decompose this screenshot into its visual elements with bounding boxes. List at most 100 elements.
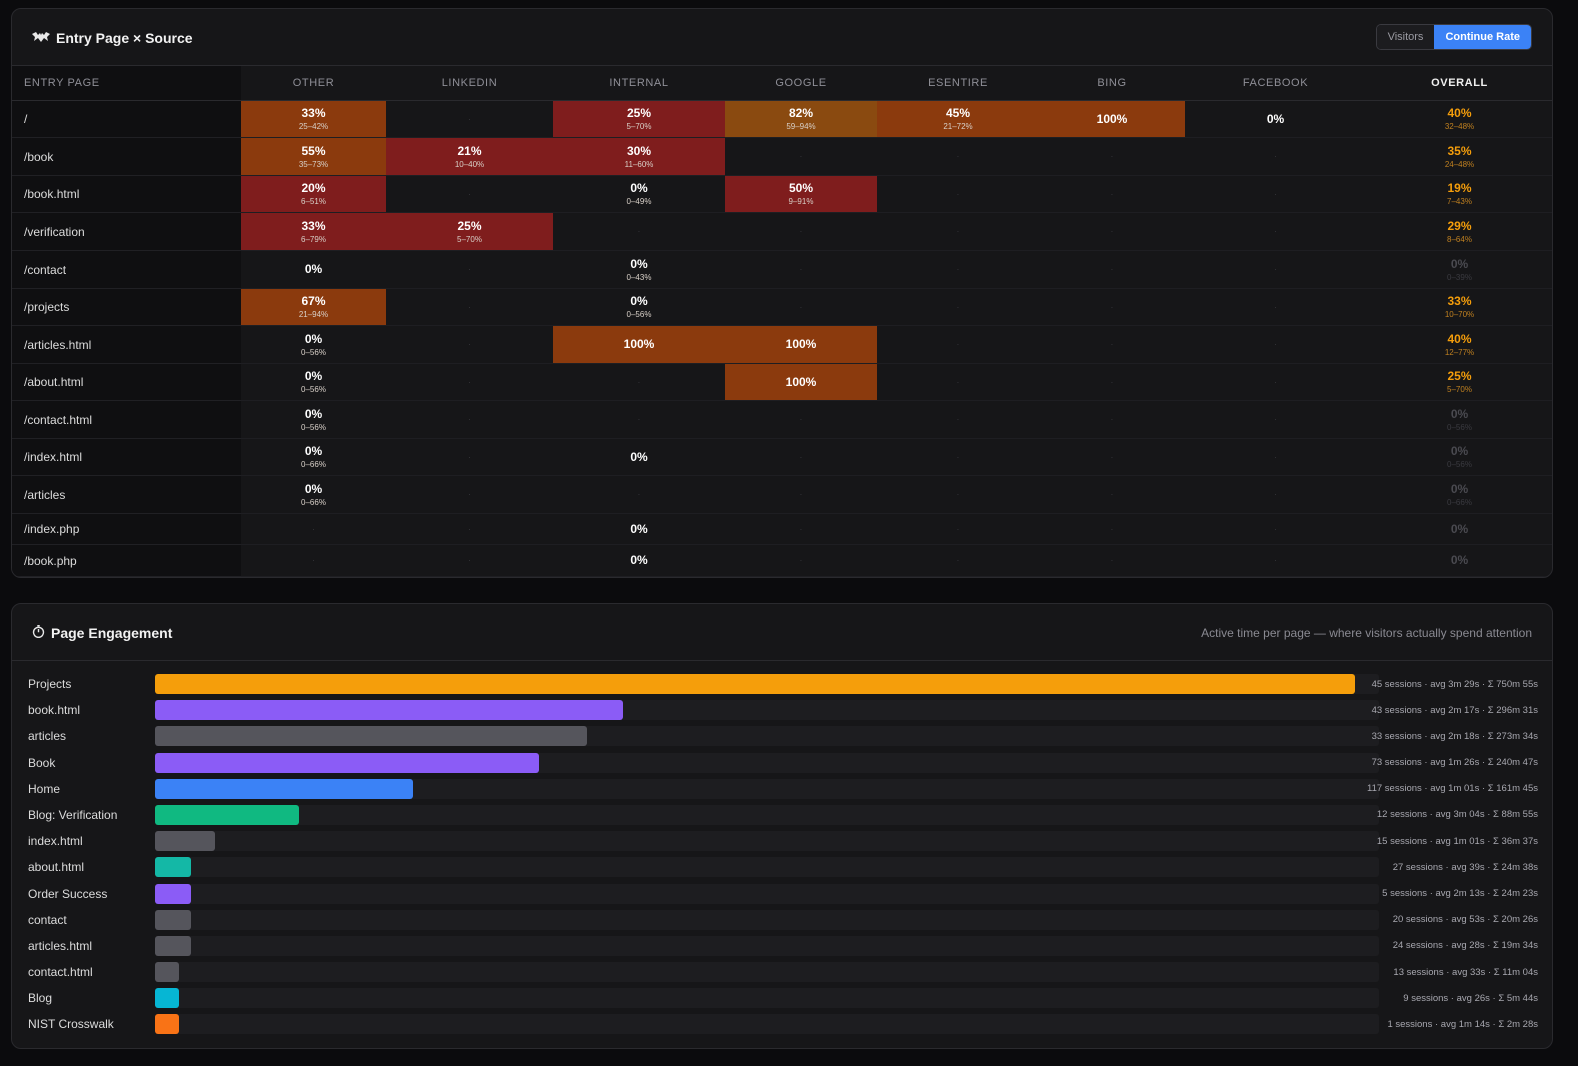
- heatmap-cell-other[interactable]: ·: [241, 545, 386, 577]
- heatmap-cell-other[interactable]: 33% 25–42%: [241, 101, 386, 138]
- heatmap-cell-linkedin[interactable]: ·: [386, 251, 553, 289]
- heatmap-cell-bing[interactable]: ·: [1039, 545, 1185, 577]
- heatmap-cell-overall[interactable]: 0%: [1366, 545, 1552, 577]
- heatmap-cell-google[interactable]: ·: [725, 289, 877, 326]
- heatmap-cell-other[interactable]: 55% 35–73%: [241, 138, 386, 176]
- engagement-row[interactable]: contact 20 sessions · avg 53s · Σ 20m 26s: [12, 907, 1552, 933]
- heatmap-cell-other[interactable]: 33% 6–79%: [241, 213, 386, 251]
- engagement-row[interactable]: index.html 15 sessions · avg 1m 01s · Σ 3…: [12, 828, 1552, 854]
- heatmap-cell-google[interactable]: 50% 9–91%: [725, 176, 877, 213]
- engagement-bar[interactable]: [155, 804, 299, 825]
- heatmap-cell-other[interactable]: 0% 0–56%: [241, 364, 386, 401]
- heatmap-cell-facebook[interactable]: ·: [1185, 251, 1366, 289]
- heatmap-cell-esentire[interactable]: ·: [877, 364, 1039, 401]
- engagement-row[interactable]: NIST Crosswalk 1 sessions · avg 1m 14s · …: [12, 1011, 1552, 1037]
- heatmap-cell-bing[interactable]: 100%: [1039, 101, 1185, 138]
- column-header-internal[interactable]: INTERNAL: [609, 77, 669, 89]
- heatmap-cell-facebook[interactable]: ·: [1185, 364, 1366, 401]
- heatmap-cell-linkedin[interactable]: ·: [386, 364, 553, 401]
- heatmap-cell-bing[interactable]: ·: [1039, 439, 1185, 476]
- heatmap-cell-bing[interactable]: ·: [1039, 213, 1185, 251]
- view-toggle[interactable]: Visitors Continue Rate: [1375, 24, 1532, 50]
- heatmap-cell-linkedin[interactable]: ·: [386, 101, 553, 138]
- heatmap-cell-facebook[interactable]: ·: [1185, 401, 1366, 439]
- heatmap-cell-google[interactable]: ·: [725, 213, 877, 251]
- heatmap-cell-other[interactable]: ·: [241, 514, 386, 545]
- heatmap-cell-overall[interactable]: 25% 5–70%: [1366, 364, 1552, 401]
- heatmap-cell-esentire[interactable]: ·: [877, 545, 1039, 577]
- engagement-row[interactable]: book.html 43 sessions · avg 2m 17s · Σ 29…: [12, 697, 1552, 723]
- heatmap-cell-google[interactable]: ·: [725, 545, 877, 577]
- toggle-visitors[interactable]: Visitors: [1376, 25, 1435, 49]
- heatmap-cell-facebook[interactable]: ·: [1185, 476, 1366, 514]
- heatmap-cell-esentire[interactable]: 45% 21–72%: [877, 101, 1039, 138]
- heatmap-cell-internal[interactable]: 0%: [553, 514, 725, 545]
- engagement-row[interactable]: Home 117 sessions · avg 1m 01s · Σ 161m 4…: [12, 776, 1552, 802]
- column-header-esentire[interactable]: ESENTIRE: [928, 77, 988, 89]
- engagement-row[interactable]: contact.html 13 sessions · avg 33s · Σ 11…: [12, 959, 1552, 985]
- heatmap-cell-internal[interactable]: 0% 0–49%: [553, 176, 725, 213]
- heatmap-cell-linkedin[interactable]: 21% 10–40%: [386, 138, 553, 176]
- heatmap-cell-google[interactable]: ·: [725, 251, 877, 289]
- heatmap-cell-linkedin[interactable]: 25% 5–70%: [386, 213, 553, 251]
- heatmap-cell-overall[interactable]: 35% 24–48%: [1366, 138, 1552, 176]
- heatmap-cell-facebook[interactable]: ·: [1185, 439, 1366, 476]
- engagement-bar[interactable]: [155, 857, 191, 878]
- heatmap-cell-google[interactable]: 100%: [725, 364, 877, 401]
- heatmap-cell-overall[interactable]: 40% 32–48%: [1366, 101, 1552, 138]
- heatmap-cell-linkedin[interactable]: ·: [386, 439, 553, 476]
- engagement-row[interactable]: articles.html 24 sessions · avg 28s · Σ 1…: [12, 933, 1552, 959]
- heatmap-cell-esentire[interactable]: ·: [877, 476, 1039, 514]
- engagement-row[interactable]: Order Success 5 sessions · avg 2m 13s · Σ…: [12, 881, 1552, 907]
- heatmap-cell-overall[interactable]: 0%: [1366, 514, 1552, 545]
- heatmap-cell-google[interactable]: ·: [725, 476, 877, 514]
- engagement-bar[interactable]: [155, 726, 587, 747]
- engagement-bar[interactable]: [155, 831, 215, 852]
- heatmap-cell-google[interactable]: ·: [725, 401, 877, 439]
- heatmap-cell-bing[interactable]: ·: [1039, 138, 1185, 176]
- heatmap-cell-esentire[interactable]: ·: [877, 176, 1039, 213]
- heatmap-cell-bing[interactable]: ·: [1039, 289, 1185, 326]
- heatmap-cell-internal[interactable]: 25% 5–70%: [553, 101, 725, 138]
- engagement-bar[interactable]: [155, 988, 179, 1009]
- heatmap-cell-internal[interactable]: 0% 0–43%: [553, 251, 725, 289]
- heatmap-cell-overall[interactable]: 0% 0–56%: [1366, 439, 1552, 476]
- heatmap-cell-linkedin[interactable]: ·: [386, 514, 553, 545]
- heatmap-cell-other[interactable]: 0% 0–56%: [241, 401, 386, 439]
- heatmap-cell-overall[interactable]: 19% 7–43%: [1366, 176, 1552, 213]
- engagement-row[interactable]: Blog 9 sessions · avg 26s · Σ 5m 44s: [12, 985, 1552, 1011]
- heatmap-cell-facebook[interactable]: ·: [1185, 176, 1366, 213]
- heatmap-cell-internal[interactable]: 0%: [553, 545, 725, 577]
- engagement-row[interactable]: Book 73 sessions · avg 1m 26s · Σ 240m 47…: [12, 750, 1552, 776]
- heatmap-cell-internal[interactable]: 100%: [553, 326, 725, 364]
- heatmap-cell-google[interactable]: 82% 59–94%: [725, 101, 877, 138]
- heatmap-cell-other[interactable]: 0%: [241, 251, 386, 289]
- heatmap-cell-linkedin[interactable]: ·: [386, 401, 553, 439]
- heatmap-cell-bing[interactable]: ·: [1039, 514, 1185, 545]
- heatmap-cell-bing[interactable]: ·: [1039, 176, 1185, 213]
- column-header-overall[interactable]: OVERALL: [1431, 77, 1488, 89]
- heatmap-cell-other[interactable]: 20% 6–51%: [241, 176, 386, 213]
- heatmap-cell-facebook[interactable]: ·: [1185, 514, 1366, 545]
- heatmap-cell-overall[interactable]: 33% 10–70%: [1366, 289, 1552, 326]
- heatmap-cell-other[interactable]: 0% 0–56%: [241, 326, 386, 364]
- heatmap-cell-other[interactable]: 0% 0–66%: [241, 439, 386, 476]
- heatmap-cell-google[interactable]: ·: [725, 138, 877, 176]
- heatmap-cell-overall[interactable]: 40% 12–77%: [1366, 326, 1552, 364]
- heatmap-cell-linkedin[interactable]: ·: [386, 545, 553, 577]
- column-header-facebook[interactable]: FACEBOOK: [1242, 77, 1309, 89]
- engagement-bar[interactable]: [155, 674, 1355, 694]
- heatmap-cell-bing[interactable]: ·: [1039, 251, 1185, 289]
- heatmap-cell-bing[interactable]: ·: [1039, 364, 1185, 401]
- engagement-bar[interactable]: [155, 700, 623, 721]
- heatmap-cell-internal[interactable]: ·: [553, 476, 725, 514]
- column-header-linkedin[interactable]: LINKEDIN: [441, 77, 498, 89]
- heatmap-cell-esentire[interactable]: ·: [877, 514, 1039, 545]
- engagement-bar[interactable]: [155, 1014, 179, 1035]
- heatmap-cell-esentire[interactable]: ·: [877, 289, 1039, 326]
- heatmap-cell-linkedin[interactable]: ·: [386, 289, 553, 326]
- heatmap-cell-google[interactable]: 100%: [725, 326, 877, 364]
- engagement-row[interactable]: Blog: Verification 12 sessions · avg 3m 0…: [12, 802, 1552, 828]
- heatmap-cell-internal[interactable]: ·: [553, 401, 725, 439]
- heatmap-cell-bing[interactable]: ·: [1039, 476, 1185, 514]
